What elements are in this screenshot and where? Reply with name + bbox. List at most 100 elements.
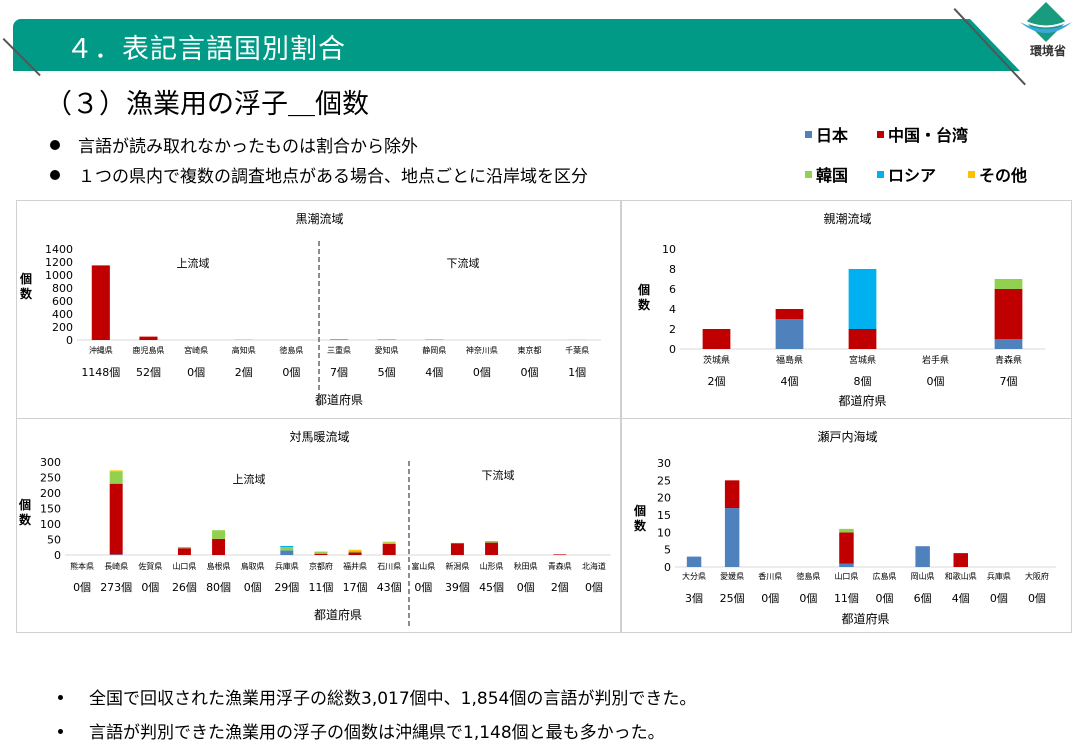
bar-segment-中国・台湾 xyxy=(702,329,731,349)
bar-segment-中国・台湾 xyxy=(139,336,158,340)
bar-segment-中国・台湾 xyxy=(485,542,499,555)
count-label: 0個 xyxy=(244,581,262,594)
y-tick-label: 0 xyxy=(664,561,671,574)
count-label: 0個 xyxy=(73,581,91,594)
y-tick-label: 20 xyxy=(657,492,671,505)
x-tick-label: 福井県 xyxy=(343,561,367,571)
count-label: 0個 xyxy=(799,592,817,605)
count-label: 0個 xyxy=(473,366,491,379)
y-tick-label: 0 xyxy=(669,343,676,356)
x-tick-label: 島根県 xyxy=(207,561,231,571)
page-subtitle: （３）漁業用の浮子＿個数 xyxy=(45,89,369,120)
ministry-logo-icon xyxy=(1020,2,1072,42)
y-tick-label: 200 xyxy=(40,487,61,500)
count-label: 0個 xyxy=(1028,592,1046,605)
count-label: 0個 xyxy=(414,581,432,594)
chart-tsushima: 対馬暖流域 0 50 100 150 200 250 300 個数熊本県 0個 長崎県 273個 佐賀県… xyxy=(16,418,621,633)
x-tick-label: 徳島県 xyxy=(279,345,303,355)
x-tick-label: 佐賀県 xyxy=(138,561,162,571)
count-label: 0個 xyxy=(990,592,1008,605)
x-tick-label: 山口県 xyxy=(172,561,196,571)
count-label: 1個 xyxy=(568,366,586,379)
region-label: 上流域 xyxy=(233,472,266,486)
bar-segment-中国・台湾 xyxy=(724,480,740,509)
x-tick-label: 愛知県 xyxy=(375,345,399,355)
bar-segment-韓国 xyxy=(994,279,1023,289)
y-tick-label: 0 xyxy=(66,334,73,347)
count-label: 3個 xyxy=(685,592,703,605)
region-label: 上流域 xyxy=(177,256,210,270)
count-label: 52個 xyxy=(136,366,161,379)
x-tick-label: 山形県 xyxy=(480,561,504,571)
x-axis-label: 都道府県 xyxy=(314,607,362,622)
bar-segment-中国・台湾 xyxy=(953,553,968,567)
bar-segment-ロシア xyxy=(280,546,294,548)
y-axis-label: 個 xyxy=(19,271,32,286)
bar-segment-日本 xyxy=(775,319,804,349)
chart-title: 瀬戸内海域 xyxy=(817,429,877,444)
y-tick-label: 600 xyxy=(52,295,73,308)
y-axis-label: 数 xyxy=(19,512,32,527)
x-tick-label: 三重県 xyxy=(327,345,351,355)
note-item: １つの県内で複数の調査地点がある場合、地点ごとに沿岸域を区分 xyxy=(50,162,588,187)
bar-segment-日本 xyxy=(915,546,930,567)
count-label: 11個 xyxy=(308,581,333,594)
x-axis-label: 都道府県 xyxy=(838,393,886,408)
count-label: 0個 xyxy=(876,592,894,605)
y-tick-label: 2 xyxy=(669,323,676,336)
bar-segment-その他 xyxy=(382,541,396,543)
x-tick-label: 鹿児島県 xyxy=(132,345,164,355)
x-tick-label: 和歌山県 xyxy=(945,571,977,581)
y-tick-label: 250 xyxy=(40,472,61,485)
bar-segment-日本 xyxy=(109,554,123,555)
bar-segment-中国・台湾 xyxy=(775,309,804,319)
bar-segment-中国・台湾 xyxy=(382,543,396,555)
bar-segment-韓国 xyxy=(839,528,854,533)
y-tick-label: 5 xyxy=(664,544,671,557)
x-tick-label: 大分県 xyxy=(682,571,706,581)
x-tick-label: 熊本県 xyxy=(70,561,94,571)
count-label: 0個 xyxy=(927,375,945,388)
chart-title: 親潮流域 xyxy=(823,211,871,226)
y-tick-label: 100 xyxy=(40,518,61,531)
y-tick-label: 10 xyxy=(657,526,671,539)
y-tick-label: 1000 xyxy=(45,269,73,282)
count-label: 17個 xyxy=(343,581,368,594)
bar-segment-韓国 xyxy=(280,547,294,551)
count-label: 0個 xyxy=(585,581,603,594)
bar-segment-韓国 xyxy=(177,546,191,549)
bar-segment-韓国 xyxy=(485,541,499,543)
y-tick-label: 400 xyxy=(52,308,73,321)
region-label: 下流域 xyxy=(482,468,515,482)
bar-segment-その他 xyxy=(109,470,123,472)
bar-segment-日本 xyxy=(280,550,294,555)
x-tick-label: 北海道 xyxy=(582,561,606,571)
bar-segment-中国・台湾 xyxy=(109,483,123,555)
x-tick-label: 山口県 xyxy=(834,571,858,581)
x-tick-label: 静岡県 xyxy=(422,345,446,355)
legend-item-other: その他 xyxy=(968,162,1027,186)
bar-segment-中国・台湾 xyxy=(348,552,362,555)
x-tick-label: 兵庫県 xyxy=(275,561,299,571)
section-title: ４．表記言語国別割合 xyxy=(66,34,346,65)
x-tick-label: 富山県 xyxy=(411,561,435,571)
bar-segment-ロシア xyxy=(848,269,877,329)
legend-item-korea: 韓国 xyxy=(805,162,848,186)
count-label: 7個 xyxy=(1000,375,1018,388)
y-tick-label: 800 xyxy=(52,282,73,295)
count-label: 43個 xyxy=(377,581,402,594)
x-axis-label: 都道府県 xyxy=(841,611,889,626)
note-item: 言語が読み取れなかったものは割合から除外 xyxy=(50,132,418,157)
bar-segment-日本 xyxy=(994,339,1023,349)
bar-segment-韓国 xyxy=(382,542,396,544)
bar-segment-中国・台湾 xyxy=(314,553,328,555)
bar-segment-中国・台湾 xyxy=(450,543,464,555)
count-label: 80個 xyxy=(206,581,231,594)
x-tick-label: 高知県 xyxy=(232,345,256,355)
count-label: 29個 xyxy=(274,581,299,594)
count-label: 39個 xyxy=(445,581,470,594)
y-axis-label: 個 xyxy=(633,503,646,518)
x-tick-label: 徳島県 xyxy=(796,571,820,581)
count-label: 4個 xyxy=(952,592,970,605)
